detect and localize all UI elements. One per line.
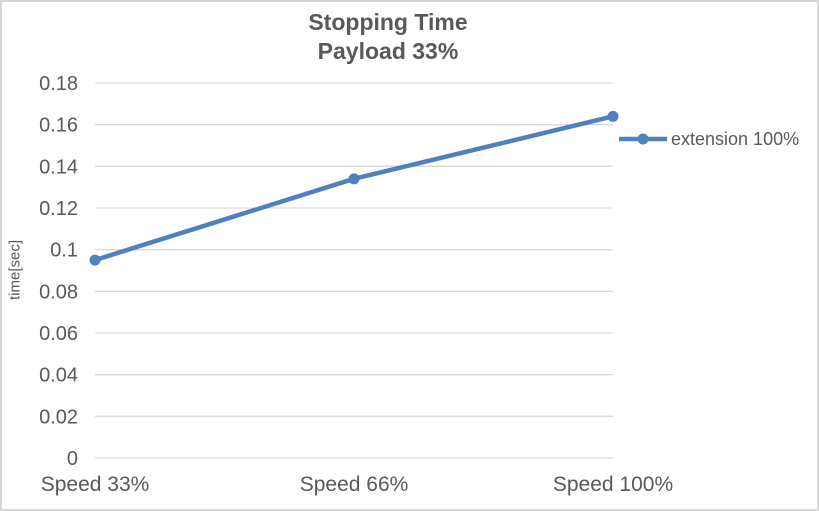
legend-swatch-dot — [637, 133, 649, 145]
data-point-marker — [348, 173, 360, 185]
y-tick-label: 0.18 — [39, 73, 78, 95]
legend-marker-icon — [619, 133, 667, 145]
y-tick-label: 0.04 — [39, 365, 78, 387]
y-axis-title: time[sec] — [6, 239, 24, 301]
y-tick-label: 0.16 — [39, 115, 78, 137]
y-tick-label: 0.14 — [39, 156, 78, 178]
data-point-marker — [607, 110, 619, 122]
legend-label: extension 100% — [671, 128, 800, 149]
data-point-marker — [89, 254, 101, 266]
legend: extension 100% — [618, 128, 799, 150]
y-tick-label: 0.08 — [39, 281, 78, 303]
y-tick-label: 0.02 — [39, 406, 78, 428]
y-tick-label: 0.1 — [50, 240, 78, 262]
y-tick-label: 0.12 — [39, 198, 78, 220]
y-tick-label: 0 — [67, 448, 78, 470]
series-line — [92, 114, 616, 263]
y-tick-label: 0.06 — [39, 323, 78, 345]
x-axis-label: Speed 33% — [41, 473, 150, 496]
x-axis-label: Speed 100% — [553, 473, 673, 496]
x-axis-label: Speed 66% — [300, 473, 409, 496]
